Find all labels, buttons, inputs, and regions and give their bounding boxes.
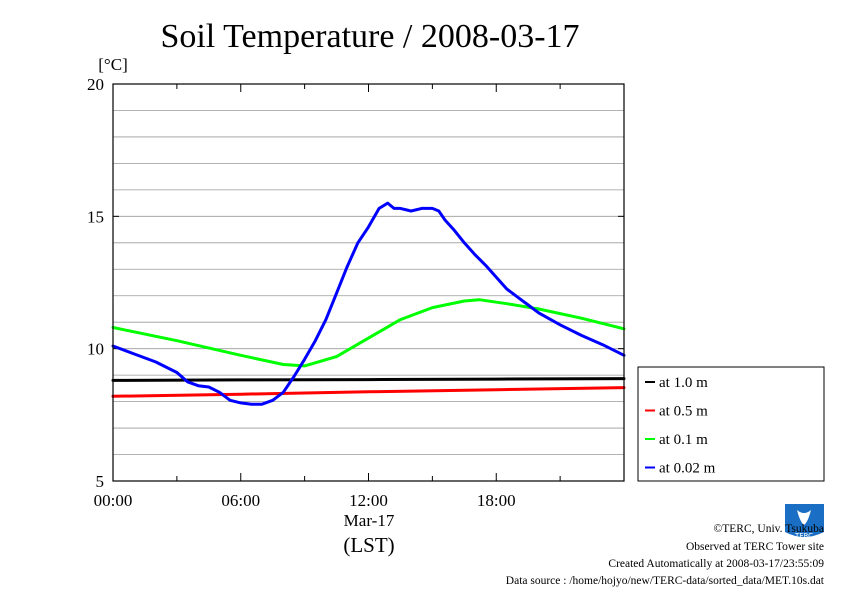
legend-label: at 0.1 m xyxy=(659,432,708,448)
x-tick-label: 18:00 xyxy=(477,491,516,510)
y-tick-label: 10 xyxy=(87,340,104,359)
x-tick-label: 06:00 xyxy=(221,491,260,510)
credit-data-source: Data source : /home/hojyo/new/TERC-data/… xyxy=(506,575,825,587)
legend: at 1.0 m at 0.5 m at 0.1 m at 0.02 m xyxy=(637,366,825,482)
series-line-2 xyxy=(111,386,626,398)
plot-frame xyxy=(112,83,625,482)
x-axis-ticks: 00:00 06:00 12:00 18:00 xyxy=(94,84,625,510)
y-axis-ticks: 5 10 15 20 xyxy=(87,75,624,491)
x-tick-label: 12:00 xyxy=(349,491,388,510)
x-axis-date-label: Mar-17 xyxy=(344,511,395,530)
series-line-3 xyxy=(111,298,626,368)
y-tick-label: 5 xyxy=(96,472,105,491)
series-line-4 xyxy=(111,201,626,406)
legend-box xyxy=(637,366,825,482)
credit-site: Observed at TERC Tower site xyxy=(686,541,824,553)
y-axis-unit-label: [°C] xyxy=(98,55,127,74)
y-tick-label: 20 xyxy=(87,75,104,94)
y-tick-label: 15 xyxy=(87,207,104,226)
terc-logo: TERC xyxy=(785,504,824,540)
credit-created: Created Automatically at 2008-03-17/23:5… xyxy=(608,558,824,570)
series-lines xyxy=(111,201,626,406)
legend-label: at 0.5 m xyxy=(659,404,708,420)
x-tick-label: 00:00 xyxy=(94,491,133,510)
legend-label: at 1.0 m xyxy=(659,375,708,391)
grid-lines xyxy=(113,110,624,455)
terc-logo-text: TERC xyxy=(794,532,813,540)
series-line-1 xyxy=(111,377,626,382)
x-axis-title: (LST) xyxy=(343,533,394,557)
terc-logo-drop-icon xyxy=(797,510,811,525)
credit-copyright: ©TERC, Univ. Tsukuba xyxy=(714,523,824,535)
chart-title: Soil Temperature / 2008-03-17 xyxy=(160,18,579,55)
legend-label: at 0.02 m xyxy=(659,461,716,477)
